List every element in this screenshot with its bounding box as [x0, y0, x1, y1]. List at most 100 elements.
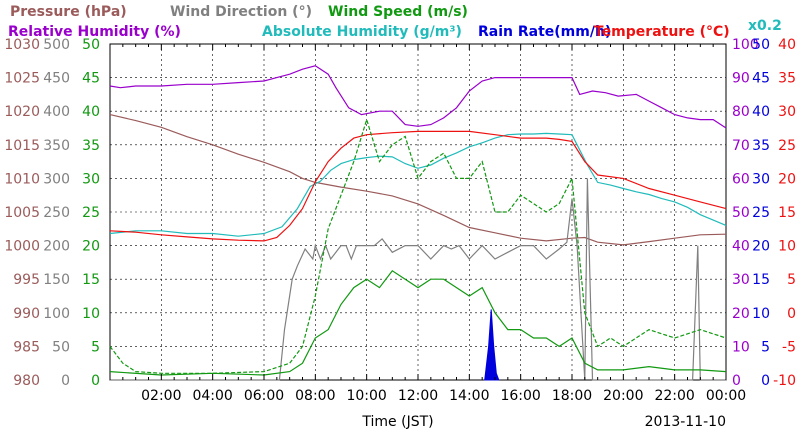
pressure-tick: 1005 — [4, 205, 40, 221]
wind-dir-tick: 150 — [43, 272, 70, 288]
temp-tick: 30 — [778, 104, 796, 120]
wind-dir-tick-upper: 45 — [82, 71, 100, 87]
wind-dir-tick: 400 — [43, 104, 70, 120]
legend-rain: Rain Rate(mm/h) — [478, 24, 611, 40]
series-wind_dir — [109, 132, 727, 237]
wind-dir-tick: 250 — [43, 205, 70, 221]
x-tick-label: 00:00 — [706, 388, 746, 404]
x-axis-label: Time (JST) — [361, 414, 433, 430]
temp-tick: 40 — [778, 37, 796, 53]
pressure-tick: 1010 — [4, 171, 40, 187]
series-wind_speed-gust — [109, 117, 727, 374]
x-tick-label: 02:00 — [141, 388, 181, 404]
rain-tick: 50 — [752, 37, 770, 53]
rain-tick: 40 — [752, 104, 770, 120]
wind-dir-tick: 350 — [43, 138, 70, 154]
wind-dir-tick: 100 — [43, 306, 70, 322]
x-tick-label: 20:00 — [603, 388, 643, 404]
pressure-tick: 1030 — [4, 37, 40, 53]
x-tick-label: 22:00 — [654, 388, 694, 404]
legend-temp: Temperature (°C) — [594, 24, 730, 40]
rh-tick: 30 — [732, 272, 750, 288]
series-wind_speed — [109, 269, 727, 376]
series-wind_dir — [110, 178, 726, 381]
wind-dir-tick: 50 — [52, 339, 70, 355]
rh-tick: 90 — [732, 71, 750, 87]
wind-speed-tick: 5 — [91, 339, 100, 355]
wind-speed-tick: 10 — [82, 306, 100, 322]
pressure-tick: 980 — [13, 373, 40, 389]
x-tick-label: 16:00 — [500, 388, 540, 404]
legend-rh: Relative Humidity (%) — [8, 24, 181, 40]
temp-tick: 5 — [787, 272, 796, 288]
rh-tick: 100 — [732, 37, 759, 53]
wind-dir-tick-upper: 25 — [82, 205, 100, 221]
wind-dir-tick: 0 — [61, 373, 70, 389]
wind-dir-tick: 200 — [43, 239, 70, 255]
series-rh — [109, 65, 727, 129]
series-rain — [484, 309, 500, 381]
wind-dir-tick-upper: 40 — [82, 104, 100, 120]
x-tick-label: 06:00 — [244, 388, 284, 404]
rain-tick: 5 — [761, 339, 770, 355]
rain-tick: 25 — [752, 205, 770, 221]
date-label: 2013-11-10 — [645, 414, 726, 430]
rain-tick: 0 — [761, 373, 770, 389]
rh-tick: 50 — [732, 205, 750, 221]
x-tick-label: 14:00 — [449, 388, 489, 404]
series-layer — [109, 65, 727, 381]
wind-dir-tick-upper: 30 — [82, 171, 100, 187]
pressure-tick: 1025 — [4, 71, 40, 87]
legend-wind_dir: Wind Direction (°) — [170, 4, 312, 20]
x-tick-label: 10:00 — [346, 388, 386, 404]
temp-tick: 0 — [787, 306, 796, 322]
temp-tick: 15 — [778, 205, 796, 221]
temp-tick: 35 — [778, 71, 796, 87]
temp-tick: -10 — [773, 373, 796, 389]
rain-tick: 35 — [752, 138, 770, 154]
rain-tick: 30 — [752, 171, 770, 187]
x-tick-label: 04:00 — [192, 388, 232, 404]
wind-dir-tick-upper: 35 — [82, 138, 100, 154]
wind-dir-tick: 450 — [43, 71, 70, 87]
legend-wind_speed: Wind Speed (m/s) — [328, 4, 468, 20]
rain-tick: 10 — [752, 306, 770, 322]
x-tick-label: 18:00 — [552, 388, 592, 404]
series-temp — [109, 130, 727, 242]
pressure-tick: 990 — [13, 306, 40, 322]
wind-speed-tick: 15 — [82, 272, 100, 288]
pressure-tick: 995 — [13, 272, 40, 288]
temp-tick: -5 — [782, 339, 796, 355]
rain-tick: 20 — [752, 239, 770, 255]
legend-pressure: Pressure (hPa) — [10, 4, 127, 20]
multiplier-label: x0.2 — [748, 18, 782, 34]
rh-tick: 70 — [732, 138, 750, 154]
rh-tick: 80 — [732, 104, 750, 120]
temp-tick: 25 — [778, 138, 796, 154]
rh-tick: 40 — [732, 239, 750, 255]
rain-tick: 45 — [752, 71, 770, 87]
rain-tick: 15 — [752, 272, 770, 288]
x-axis: 02:00 04:00 06:00 08:00 10:00 12:00 14:00 16:00… — [109, 44, 746, 404]
wind-dir-tick-upper: 50 — [82, 37, 100, 53]
rh-tick: 20 — [732, 306, 750, 322]
grid — [110, 44, 726, 380]
rh-tick: 60 — [732, 171, 750, 187]
legend: Pressure (hPa) Wind Direction (°) Wind Spe… — [8, 4, 730, 40]
legend-ah: Absolute Humidity (g/m³) — [262, 24, 462, 40]
rh-tick: 10 — [732, 339, 750, 355]
rh-tick: 0 — [732, 373, 741, 389]
wind-dir-tick: 500 — [43, 37, 70, 53]
wind-speed-tick: 20 — [82, 239, 100, 255]
pressure-tick: 1015 — [4, 138, 40, 154]
pressure-tick: 1020 — [4, 104, 40, 120]
pressure-tick: 985 — [13, 339, 40, 355]
wind-dir-tick: 300 — [43, 171, 70, 187]
pressure-tick: 1000 — [4, 239, 40, 255]
temp-tick: 20 — [778, 171, 796, 187]
x-tick-label: 12:00 — [398, 388, 438, 404]
wind-speed-tick: 0 — [91, 373, 100, 389]
x-tick-label: 08:00 — [295, 388, 335, 404]
